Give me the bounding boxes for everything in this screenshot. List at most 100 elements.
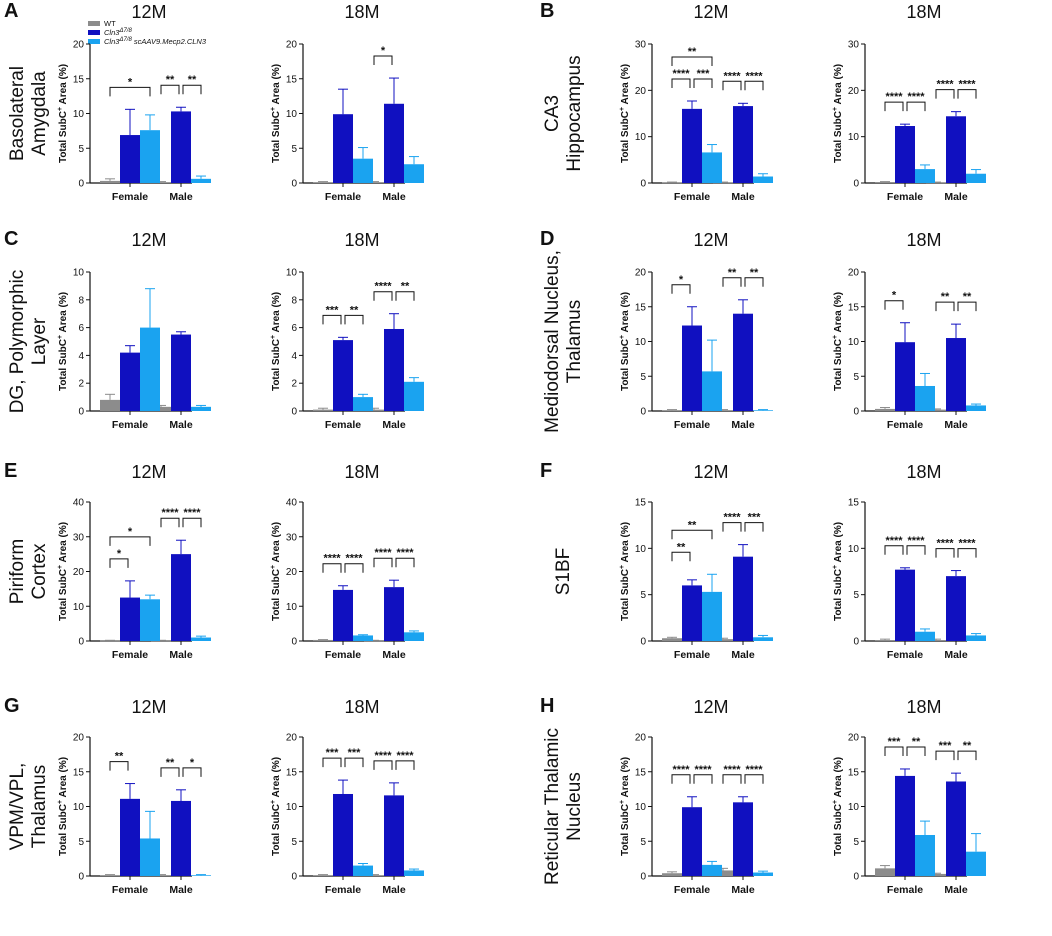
panel-letter: F — [540, 460, 552, 482]
significance-label: * — [117, 548, 122, 560]
bar — [313, 639, 333, 641]
bar — [140, 327, 160, 411]
y-tick-label: 10 — [286, 268, 298, 279]
bar — [364, 409, 384, 411]
bar — [404, 632, 424, 641]
x-tick-label: Female — [112, 884, 148, 896]
significance-bracket — [722, 774, 742, 784]
y-tick-label: 15 — [635, 767, 647, 778]
chart-title: 12M — [693, 697, 728, 717]
region-label: CA3Hippocampus — [542, 55, 585, 171]
significance-bracket — [722, 277, 742, 287]
y-axis-label: Total SubC+ Area (%) — [57, 757, 69, 856]
region-label: BasolateralAmygdala — [7, 66, 50, 161]
chart-g-18m: 18M Total SubC+ Area (%) 0 5 10 15 20 Female Mal… — [270, 697, 424, 896]
bar — [120, 798, 140, 876]
x-tick-label: Female — [674, 419, 710, 431]
region-label: PiriformCortex — [7, 539, 50, 604]
y-tick-label: 10 — [635, 337, 647, 348]
significance-bracket — [373, 55, 393, 66]
significance-label: **** — [396, 547, 414, 559]
panel-c: C DG, PolymorphicLayer — [4, 228, 50, 413]
region-label: Mediodorsal Nucleus,Thalamus — [542, 250, 585, 433]
y-tick-label: 20 — [73, 567, 85, 578]
y-tick-label: 10 — [286, 109, 298, 120]
significance-bracket — [744, 774, 764, 784]
significance-label: * — [128, 526, 133, 538]
significance-label: * — [381, 45, 386, 57]
chart-b-18m: 18M Total SubC+ Area (%) 0 10 20 30 Female Male… — [832, 2, 986, 203]
chart-g-12m: 12M Total SubC+ Area (%) 0 5 10 15 20 Female Mal… — [57, 697, 211, 896]
panel-a: A BasolateralAmygdala — [4, 0, 50, 161]
y-tick-label: 0 — [640, 637, 646, 648]
bar — [966, 635, 986, 641]
bar — [946, 781, 966, 876]
y-tick-label: 10 — [635, 544, 647, 555]
bar — [384, 328, 404, 411]
significance-bracket — [935, 750, 955, 761]
y-axis-label: Total SubC+ Area (%) — [619, 292, 631, 391]
significance-label: ** — [350, 304, 359, 316]
y-axis-label: Total SubC+ Area (%) — [619, 757, 631, 856]
significance-bracket — [322, 563, 342, 573]
x-tick-label: Female — [674, 884, 710, 896]
x-tick-label: Female — [674, 649, 710, 661]
y-tick-label: 0 — [78, 637, 84, 648]
y-axis-label: Total SubC+ Area (%) — [57, 292, 69, 391]
y-tick-label: 4 — [291, 351, 297, 362]
x-tick-label: Female — [112, 649, 148, 661]
panel-letter: D — [540, 228, 554, 250]
chart-title: 12M — [693, 230, 728, 250]
significance-label: **** — [885, 535, 903, 547]
bar — [875, 182, 895, 183]
significance-bracket — [957, 750, 977, 761]
chart-b-12m: 12M Total SubC+ Area (%) 0 10 20 30 Female Male… — [619, 2, 773, 203]
significance-label: * — [190, 757, 195, 769]
x-tick-label: Male — [944, 191, 968, 203]
chart-f-12m: 12M Total SubC+ Area (%) 0 5 10 15 Female Male *… — [619, 462, 773, 661]
bar — [364, 875, 384, 876]
significance-bracket — [935, 548, 955, 558]
significance-label: * — [679, 274, 684, 286]
panel-letter: C — [4, 228, 18, 250]
significance-label: **** — [374, 547, 392, 559]
significance-label: ** — [963, 291, 972, 303]
x-tick-label: Male — [731, 884, 755, 896]
significance-label: **** — [885, 91, 903, 103]
y-tick-label: 40 — [286, 498, 298, 509]
significance-label: **** — [694, 764, 712, 776]
y-tick-label: 2 — [78, 379, 84, 390]
bar — [702, 591, 722, 641]
legend-entry: Cln3Δ7/8 scAAV9.Mecp2.CLN3 — [104, 37, 207, 46]
y-tick-label: 15 — [635, 302, 647, 313]
y-axis-label: Total SubC+ Area (%) — [270, 757, 282, 856]
bar — [120, 352, 140, 411]
significance-label: ** — [688, 519, 697, 531]
y-tick-label: 8 — [78, 295, 84, 306]
y-tick-label: 20 — [73, 733, 85, 744]
significance-label: *** — [326, 304, 340, 316]
y-tick-label: 15 — [286, 74, 298, 85]
bar — [733, 802, 753, 876]
significance-bracket — [671, 56, 713, 66]
significance-bracket — [957, 89, 977, 99]
bar — [713, 639, 733, 641]
y-tick-label: 10 — [73, 268, 85, 279]
bar — [191, 406, 211, 411]
y-tick-label: 10 — [73, 602, 85, 613]
bar — [404, 164, 424, 183]
y-tick-label: 10 — [635, 132, 647, 143]
y-tick-label: 0 — [291, 637, 297, 648]
panel-g: G VPM/VPL,Thalamus — [4, 695, 50, 850]
significance-bracket — [395, 760, 415, 770]
significance-label: ** — [728, 267, 737, 279]
bar — [895, 569, 915, 641]
significance-bracket — [182, 767, 202, 777]
y-tick-label: 0 — [78, 179, 84, 190]
x-tick-label: Female — [325, 191, 361, 203]
y-tick-label: 15 — [848, 498, 860, 509]
chart-title: 18M — [906, 230, 941, 250]
bar — [662, 410, 682, 411]
significance-bracket — [322, 314, 342, 325]
significance-label: **** — [936, 538, 954, 550]
